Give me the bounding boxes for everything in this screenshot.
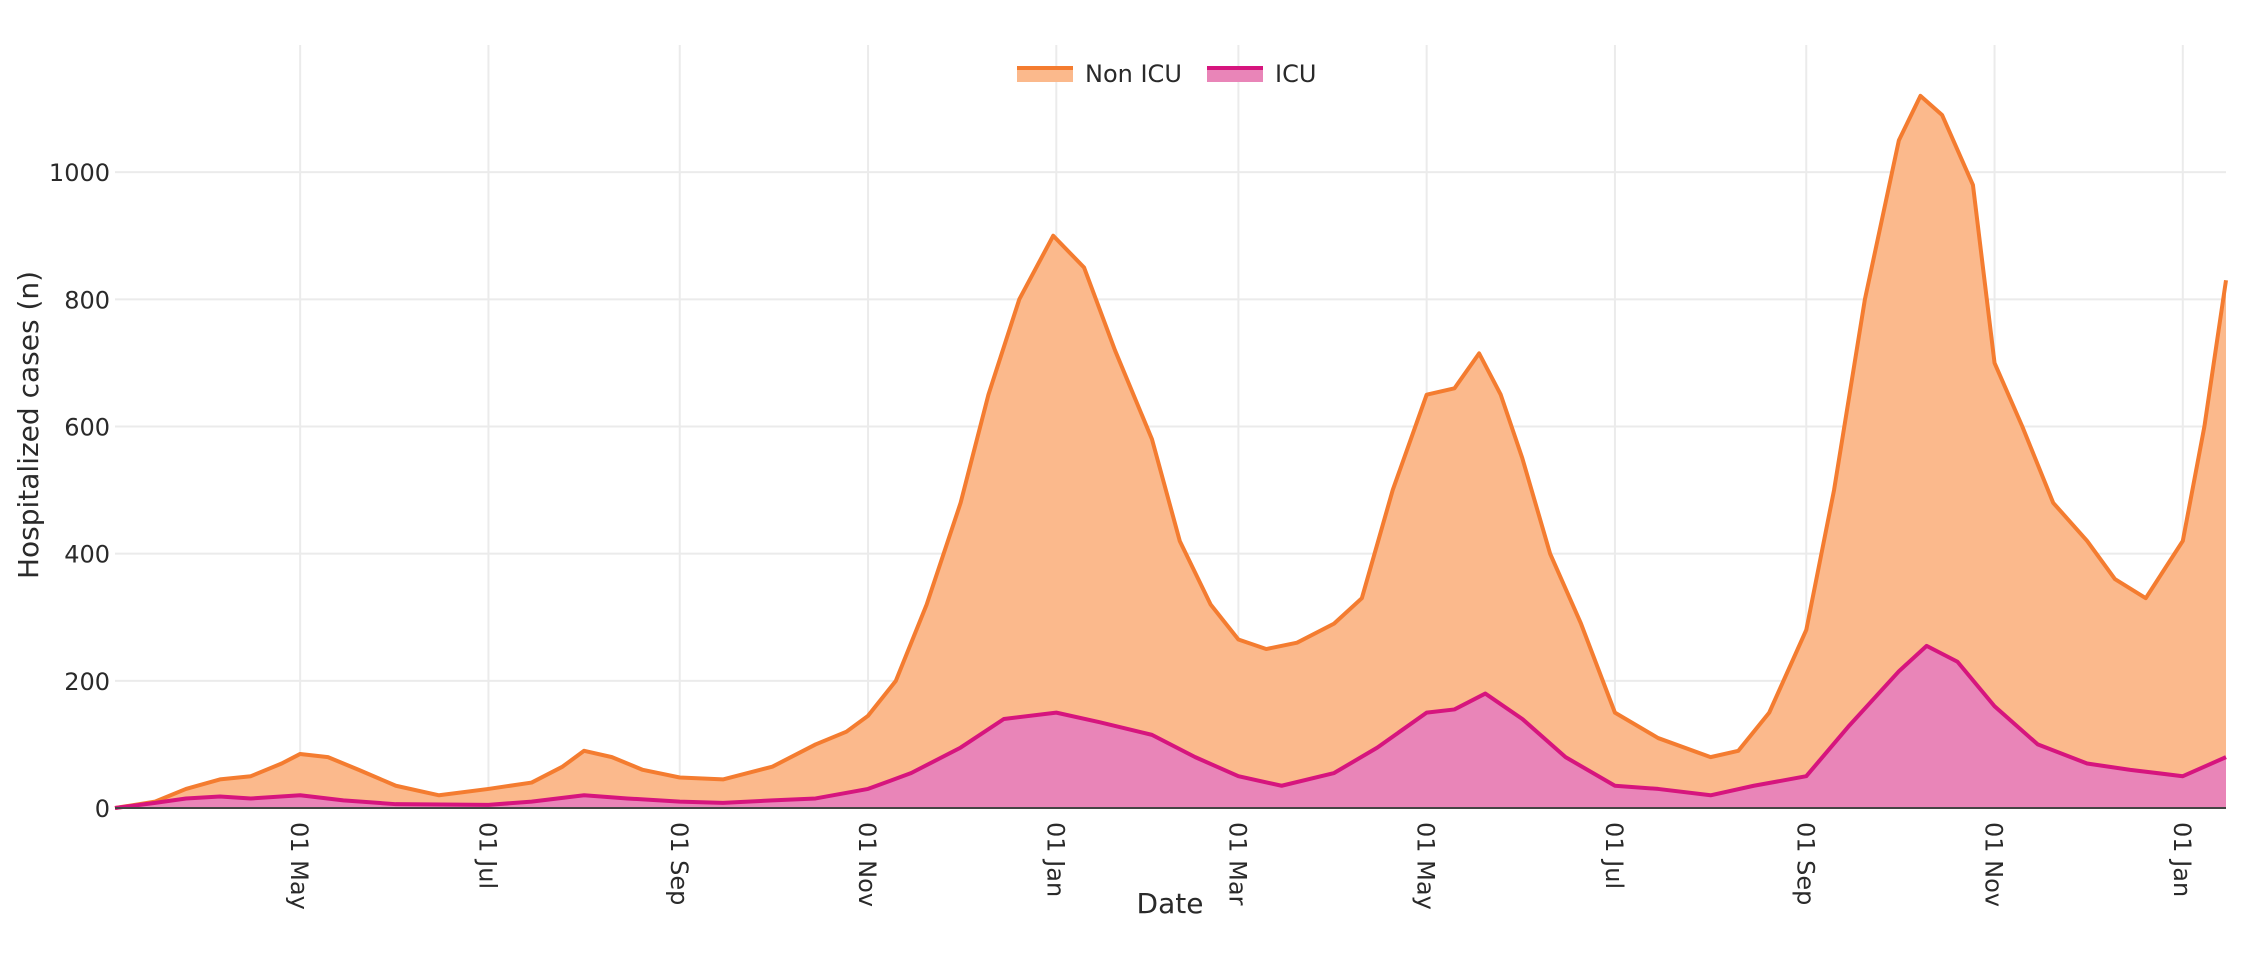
x-tick-label: 01 Jan — [2168, 822, 2196, 897]
x-tick-label: 01 May — [285, 822, 313, 910]
y-axis-title: Hospitalized cases (n) — [12, 271, 45, 579]
icu-line — [114, 643, 2227, 810]
x-tick-label: 01 Jul — [1600, 822, 1628, 889]
x-tick-label: 01 Jan — [1041, 822, 1069, 897]
y-tick-label: 200 — [64, 668, 110, 696]
x-tick-label: 01 Nov — [1980, 822, 2008, 907]
y-tick-label: 0 — [95, 795, 110, 823]
legend-item-non-icu[interactable]: Non ICU — [1017, 60, 1182, 88]
y-tick-label: 1000 — [49, 159, 110, 187]
legend-item-icu[interactable]: ICU — [1207, 60, 1316, 88]
axis-layer: 01 May 01 Jul 01 Sep 01 Nov 01 Jan 01 Mar 01 M… — [49, 159, 2226, 910]
legend-label: Non ICU — [1085, 60, 1182, 88]
y-tick-label: 600 — [64, 414, 110, 442]
icu-area — [115, 645, 2226, 808]
x-tick-label: 01 Jul — [473, 822, 501, 889]
x-tick-label: 01 Sep — [1791, 822, 1819, 905]
x-tick-label: 01 Mar — [1223, 822, 1251, 906]
x-tick-label: 01 Sep — [665, 822, 693, 905]
y-tick-label: 400 — [64, 541, 110, 569]
legend-label: ICU — [1275, 60, 1316, 88]
area-layer — [114, 93, 2228, 810]
x-tick-label: 01 May — [1412, 822, 1440, 910]
legend[interactable]: Non ICU ICU — [1017, 60, 1316, 88]
non-icu-line — [114, 93, 2228, 810]
x-axis-title: Date — [1137, 887, 1204, 920]
y-tick-label: 800 — [64, 286, 110, 314]
x-tick-label: 01 Nov — [853, 822, 881, 907]
